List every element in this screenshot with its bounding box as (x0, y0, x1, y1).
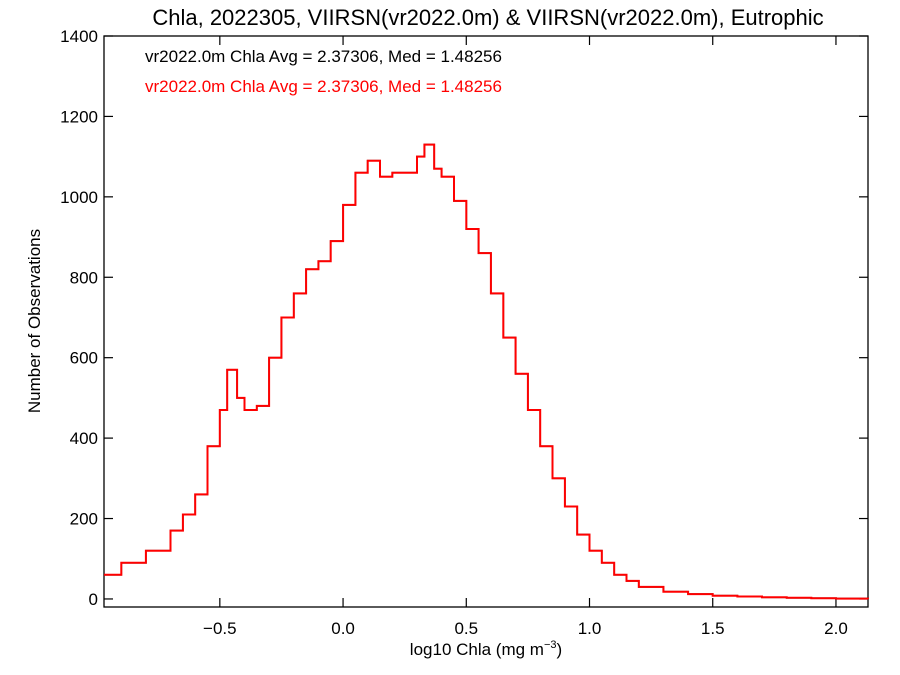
y-tick-label: 600 (70, 349, 98, 368)
x-tick-label: 1.0 (578, 619, 602, 638)
y-tick-label: 0 (89, 590, 98, 609)
x-tick-label: 2.0 (824, 619, 848, 638)
x-tick-label: 0.5 (454, 619, 478, 638)
legend-entry-red: vr2022.0m Chla Avg = 2.37306, Med = 1.48… (145, 77, 502, 96)
x-axis-label-close: ) (557, 640, 563, 659)
series-layer (104, 143, 869, 600)
y-tick-label: 1200 (60, 107, 98, 126)
x-axis-ticks: −0.5 0.0 0.5 1.0 1.5 2.0 (203, 36, 848, 638)
y-axis-ticks: 0 200 400 600 800 1000 1200 1400 (60, 27, 868, 609)
y-tick-label: 800 (70, 268, 98, 287)
x-axis-label: log10 Chla (mg m−3) (410, 639, 562, 659)
x-tick-label: −0.5 (203, 619, 237, 638)
y-tick-label: 200 (70, 510, 98, 529)
x-axis-label-text: log10 Chla (mg m (410, 640, 544, 659)
series-line-black (104, 143, 869, 600)
y-tick-label: 400 (70, 429, 98, 448)
y-tick-label: 1000 (60, 188, 98, 207)
y-tick-label: 1400 (60, 27, 98, 46)
plot-frame (103, 35, 869, 608)
x-axis-label-superscript: −3 (544, 639, 557, 651)
x-tick-label: 0.0 (331, 619, 355, 638)
y-axis-label: Number of Observations (25, 229, 44, 413)
chart-title: Chla, 2022305, VIIRSN(vr2022.0m) & VIIRS… (152, 5, 823, 30)
series-line-red (104, 143, 869, 600)
legend-entry-black: vr2022.0m Chla Avg = 2.37306, Med = 1.48… (145, 47, 502, 66)
x-tick-label: 1.5 (701, 619, 725, 638)
